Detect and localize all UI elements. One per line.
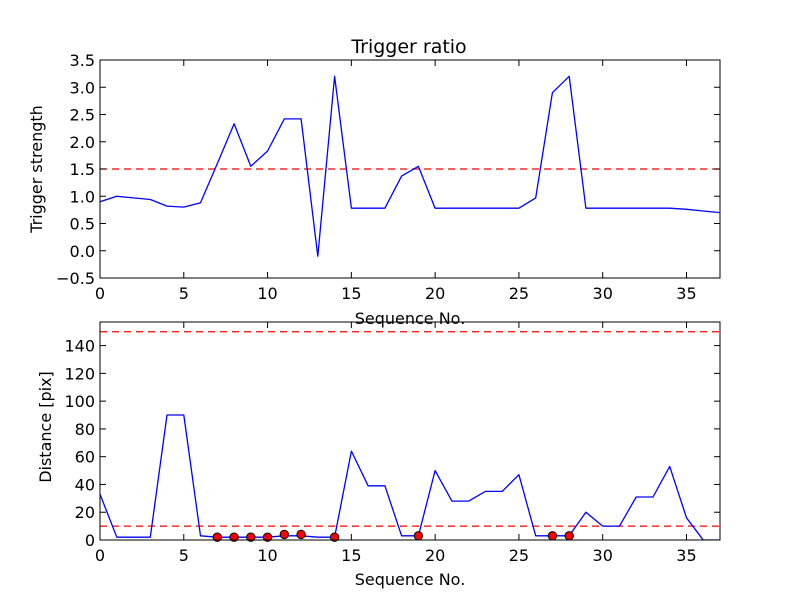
y-tick-label: 1.0 <box>70 187 95 206</box>
series-line <box>100 75 720 257</box>
y-tick-label: 3.5 <box>70 51 95 70</box>
data-point <box>246 532 256 542</box>
x-tick-label: 5 <box>179 546 189 565</box>
x-tick-label: 10 <box>257 546 277 565</box>
axes-frame <box>99 321 721 541</box>
x-tick-label: 25 <box>509 284 529 303</box>
y-tick-label: 2.0 <box>70 133 95 152</box>
x-tick-label: 30 <box>593 284 613 303</box>
series-line <box>100 414 720 540</box>
x-axis-label: Sequence No. <box>355 309 466 328</box>
y-tick-label: 0 <box>85 531 95 550</box>
data-point <box>329 532 340 542</box>
y-axis-label: Distance [pix] <box>36 371 55 483</box>
x-tick-label: 15 <box>341 546 361 565</box>
data-point <box>413 531 424 541</box>
x-tick-label: 35 <box>676 546 696 565</box>
x-tick-label: 30 <box>593 546 613 565</box>
data-point <box>212 532 222 542</box>
y-tick-label: 80 <box>75 420 95 439</box>
y-tick-label: 120 <box>64 364 95 383</box>
y-tick-label: 40 <box>75 475 95 494</box>
y-tick-label: 20 <box>75 503 95 522</box>
y-tick-label: 140 <box>64 337 95 356</box>
x-axis-label: Sequence No. <box>355 570 466 589</box>
y-tick-label: 2.5 <box>70 106 95 125</box>
plot-area: 0 5 10 15 20 25 30 35 −0.5 0.0 0.5 1.0 1.5 2.0 2.5 3.0 3… <box>56 51 721 303</box>
x-tick-label: 5 <box>179 284 189 303</box>
x-tick-label: 15 <box>341 284 361 303</box>
data-point <box>229 532 239 542</box>
data-point <box>279 529 290 540</box>
y-tick-label: 0.5 <box>70 215 95 234</box>
x-tick-label: 0 <box>95 546 105 565</box>
y-tick-label: −0.5 <box>56 269 95 288</box>
x-tick-label: 10 <box>257 284 277 303</box>
y-tick-label: 3.0 <box>70 78 95 97</box>
chart-title: Trigger ratio <box>350 36 466 58</box>
data-point <box>296 529 306 540</box>
x-tick-label: 20 <box>425 546 445 565</box>
distance-chart: 0 5 10 15 20 25 30 35 0 20 40 60 80 100 120 140 Sequenc… <box>36 321 721 589</box>
x-tick-label: 20 <box>425 284 445 303</box>
plot-area: 0 5 10 15 20 25 30 35 0 20 40 60 80 100 120 140 <box>64 321 721 565</box>
data-point <box>547 531 558 541</box>
y-axis-label: Trigger strength <box>27 105 46 234</box>
y-tick-label: 100 <box>64 392 95 411</box>
trigger-ratio-chart: Trigger ratio 0 5 10 15 20 25 30 35 −0.5 0.0 0.5 1.… <box>27 36 721 328</box>
y-tick-label: 1.5 <box>70 160 95 179</box>
x-tick-label: 0 <box>95 284 105 303</box>
x-tick-label: 25 <box>509 546 529 565</box>
x-tick-label: 35 <box>676 284 696 303</box>
y-tick-label: 0.0 <box>70 242 95 261</box>
y-tick-label: 60 <box>75 448 95 467</box>
data-point <box>564 531 574 541</box>
